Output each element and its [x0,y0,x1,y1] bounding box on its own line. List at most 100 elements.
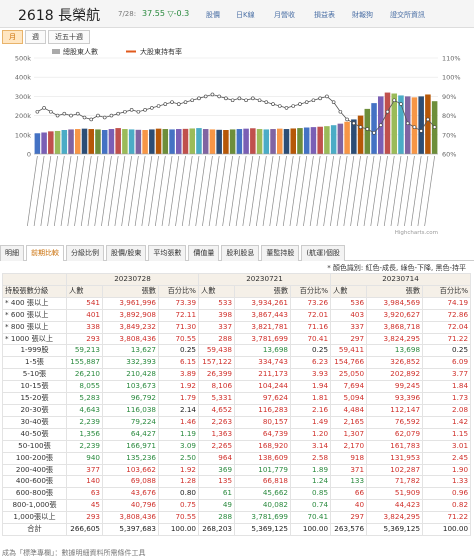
nav-link-kline[interactable]: 日K線 [236,11,255,19]
cell-value: 297 [330,511,368,525]
top-holder-point [284,106,289,110]
cell-value: 0.25 [290,344,332,358]
cell-value: 13,698 [366,344,424,358]
cell-value: 66 [330,487,368,501]
x-tick-label [242,155,254,227]
holders-bar [209,129,216,154]
cell-value: 70.41 [290,511,332,525]
top-holder-point [264,100,269,104]
top-holder-point [392,98,397,103]
x-tick-label [114,155,126,227]
cell-value: 135,236 [102,451,159,465]
table-row: 200-400張 377 103,662 1.92 369 101,779 1.89 371 1… [2,463,472,477]
cell-value: 293 [66,511,103,525]
tab-industry-stocks[interactable]: (航運)個股 [301,245,345,261]
cell-value: 918 [330,451,368,465]
x-tick-label [181,155,193,227]
top-holder-point [304,100,309,104]
cell-value: 533 [198,296,236,310]
nav-link-twse[interactable]: 證交所資訊 [390,11,425,19]
legend-swatch-holders[interactable] [52,49,60,54]
legend-swatch-ratio[interactable] [126,50,136,53]
cell-value: 72.86 [422,308,472,322]
tab-month[interactable]: 月 [2,30,23,44]
top-holder-point [352,121,356,126]
holders-bar [135,129,142,154]
row-label: 400-600張 [2,475,67,489]
nav-link-income[interactable]: 損益表 [314,11,335,19]
cell-value: 332,393 [102,356,159,370]
stock-title: 2618 長榮航 [18,8,101,24]
holders-bar [317,126,323,154]
cell-value: 2.58 [290,451,332,465]
tab-50-weeks[interactable]: 近五十週 [48,30,90,44]
tab-avg-lots[interactable]: 平均張數 [148,245,187,261]
nav-link-statementdog[interactable]: 財報狗 [352,11,373,19]
row-label: 1-999股 [2,344,67,358]
tab-previous-compare[interactable]: 前期比較 [26,245,64,261]
cell-value: 403 [330,308,368,322]
holders-bar [277,128,283,154]
top-holder-point [318,96,322,101]
top-holder-point [89,117,94,122]
cell-value: 3.01 [422,439,472,453]
nav-link-price[interactable]: 股價 [206,11,220,19]
cell-value: 70.41 [290,332,332,346]
x-tick-label [377,155,388,227]
holder-comparison-table: 20230728 20230721 20230714 持股張數分級 人數 張數 百分比% 人數… [2,273,472,536]
cell-value: 334,743 [234,356,292,370]
x-tick-label [410,155,422,227]
holders-bar [404,96,411,154]
cell-value: 1.89 [290,463,332,477]
tab-detail[interactable]: 明細 [0,245,24,261]
top-holder-point [156,104,161,108]
cell-value: 1.46 [157,415,200,429]
cell-value: 70.55 [157,332,200,346]
legend-label-ratio[interactable]: 大股東持有率 [140,47,182,56]
row-label: 5-10張 [2,368,67,382]
tab-dividend[interactable]: 股利股息 [221,245,260,261]
top-holder-point [432,125,437,129]
holders-bar [176,129,182,154]
tab-price-holders[interactable]: 股價/股東 [106,245,147,261]
cell-value: 1.49 [290,415,332,429]
cell-value: 266,605 [66,523,103,536]
nav-link-revenue[interactable]: 月營收 [274,11,295,19]
holders-bar [263,129,270,154]
x-tick-label [94,155,106,227]
x-tick-label [316,155,328,227]
table-row: 10-15張 8,055 103,673 1.92 8,106 104,244 1.94 7,… [2,380,472,394]
holders-bar [48,131,54,154]
row-label: * 400 張以上 [2,296,67,310]
cell-value: 74.19 [422,296,472,310]
shareholder-chart: 0 100k 200k 300k 400k 500k 60% 70% 80% 90% 100% 110… [0,46,474,238]
table-row: 100-200張 940 135,236 2.50 964 138,609 2.58 918 1… [2,451,472,465]
holders-bar [95,129,101,154]
tab-level-ratio[interactable]: 分級比例 [66,245,104,261]
cell-value: 1.19 [157,427,200,441]
holders-bar [371,103,377,154]
tab-value-volume[interactable]: 價值量 [188,245,220,261]
cell-value: 1,356 [66,427,103,441]
holders-bar [351,119,357,154]
cell-value: 0.25 [157,344,200,358]
x-tick-label [175,155,186,227]
cell-value: 0.96 [422,487,472,501]
cell-value: 72.11 [157,308,200,322]
holders-bar [229,129,236,154]
sub-header: 人數 [66,284,103,298]
cell-value: 43,676 [102,487,159,501]
cell-value: 59,411 [330,344,368,358]
cell-value: 3,920,627 [366,308,424,322]
cell-value: 211,173 [234,368,292,382]
legend-label-holders[interactable]: 總股東人數 [63,47,98,56]
cell-value: 3,867,443 [234,308,292,322]
x-tick-label [229,155,240,227]
cell-value: 369 [198,463,236,477]
cell-value: 100.00 [290,523,332,536]
tab-director-holdings[interactable]: 董監持股 [261,245,300,261]
tab-week[interactable]: 週 [25,30,46,44]
x-tick-label [195,155,207,227]
footer-note: 成為「標準專欄」：數據明細資料所需條件工具 [2,549,146,557]
cell-value: 154,766 [330,356,368,370]
